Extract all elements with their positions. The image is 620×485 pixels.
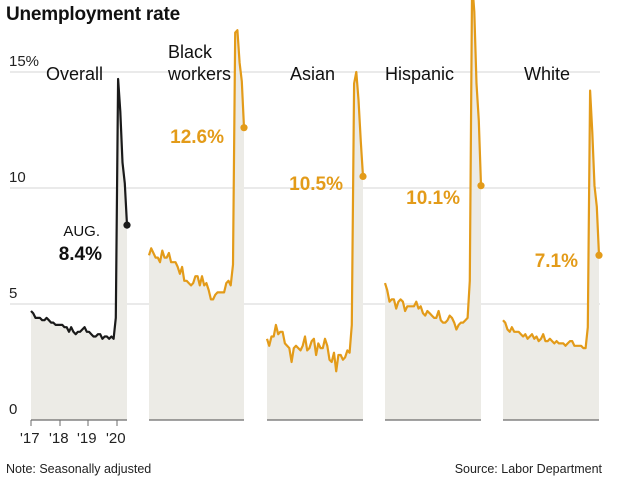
panel-label: workers (167, 64, 231, 84)
value-callout: 10.5% (289, 174, 343, 195)
series-line-white (502, 89, 601, 350)
series-line-black-workers (147, 29, 246, 301)
area-overall (31, 79, 127, 420)
endpoint-marker (123, 221, 131, 229)
area-asian (267, 72, 363, 420)
y-tick-label: 0 (9, 401, 17, 418)
chart-title: Unemployment rate (6, 4, 180, 25)
value-callout: 12.6% (170, 127, 224, 148)
endpoint-marker (477, 182, 485, 190)
value-callout: 10.1% (406, 188, 460, 209)
panel-label: Overall (46, 64, 103, 84)
value-callout: 7.1% (535, 251, 578, 272)
endpoint-marker (240, 124, 248, 132)
callout-prefix: AUG. (63, 223, 100, 240)
endpoint-marker (359, 172, 367, 180)
endpoint-marker (595, 251, 603, 259)
area-black-workers (149, 30, 244, 420)
y-tick-label: 15% (9, 53, 39, 70)
x-tick-label: '17 (20, 430, 40, 447)
source-note: Source: Labor Department (454, 462, 602, 476)
y-tick-label: 10 (9, 169, 26, 186)
x-tick-label: '18 (49, 430, 69, 447)
panel-label: Asian (290, 64, 335, 84)
series-line-hispanic (383, 0, 483, 331)
series-line-overall (30, 77, 129, 340)
series-line-asian (265, 70, 365, 373)
x-tick-label: '19 (77, 430, 97, 447)
panel-label: White (524, 64, 570, 84)
value-callout: 8.4% (59, 244, 102, 265)
footnote: Note: Seasonally adjusted (6, 462, 152, 476)
panel-label: Black (168, 42, 213, 62)
y-tick-label: 5 (9, 285, 17, 302)
x-tick-label: '20 (106, 430, 126, 447)
area-hispanic (385, 0, 481, 420)
panel-label: Hispanic (385, 64, 454, 84)
